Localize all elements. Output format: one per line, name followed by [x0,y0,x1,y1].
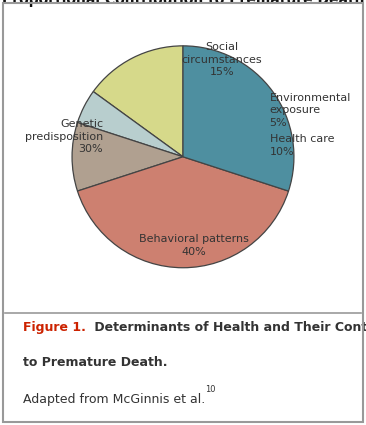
Text: Determinants of Health and Their Contribution: Determinants of Health and Their Contrib… [90,320,366,334]
Text: Behavioral patterns
40%: Behavioral patterns 40% [139,235,249,257]
Text: Adapted from McGinnis et al.: Adapted from McGinnis et al. [23,393,205,406]
Text: Environmental
exposure
5%: Environmental exposure 5% [269,93,351,128]
Wedge shape [78,157,288,268]
Text: Figure 1.: Figure 1. [23,320,86,334]
Text: to Premature Death.: to Premature Death. [23,356,168,369]
Wedge shape [93,46,183,157]
Text: Genetic
predisposition
30%: Genetic predisposition 30% [25,119,103,154]
Text: Health care
10%: Health care 10% [269,134,334,157]
Wedge shape [183,46,294,191]
Text: Social
circumstances
15%: Social circumstances 15% [182,42,262,77]
Title: Proportional Contribution to Premature Death: Proportional Contribution to Premature D… [2,0,364,7]
Wedge shape [78,91,183,157]
Text: 10: 10 [205,385,216,394]
Wedge shape [72,122,183,191]
